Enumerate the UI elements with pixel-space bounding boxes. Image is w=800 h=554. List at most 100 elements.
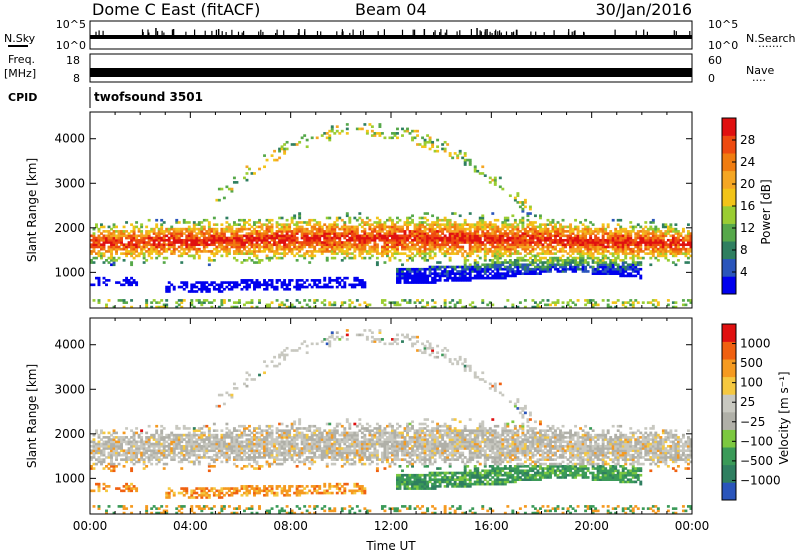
power-cell bbox=[516, 238, 520, 242]
power-cell bbox=[531, 261, 535, 264]
power-cell bbox=[591, 230, 595, 233]
power-cell bbox=[408, 301, 412, 304]
power-cell bbox=[503, 267, 507, 271]
power-cell bbox=[541, 265, 545, 269]
velocity-cell bbox=[155, 462, 159, 466]
power-cell bbox=[185, 236, 189, 240]
power-cell bbox=[561, 234, 565, 238]
nsky-spike bbox=[204, 30, 206, 35]
power-cell bbox=[406, 227, 409, 231]
power-cell bbox=[579, 221, 583, 224]
power-cell bbox=[328, 129, 332, 133]
power-cell bbox=[468, 254, 472, 258]
power-cell bbox=[503, 241, 507, 244]
power-cell bbox=[546, 267, 550, 271]
power-cell bbox=[227, 299, 231, 302]
nsky-label: N.Sky bbox=[4, 32, 36, 45]
power-cell bbox=[468, 270, 472, 273]
power-cell bbox=[498, 274, 502, 278]
power-cell bbox=[561, 238, 565, 242]
power-cell bbox=[401, 270, 404, 273]
power-cell bbox=[358, 281, 362, 284]
power-cell bbox=[496, 225, 500, 229]
power-cell bbox=[263, 283, 266, 287]
power-cell bbox=[428, 270, 432, 273]
power-cell bbox=[614, 243, 618, 247]
power-cell bbox=[325, 247, 329, 251]
power-cell bbox=[496, 241, 500, 244]
power-cell bbox=[235, 285, 239, 289]
power-cell bbox=[636, 250, 640, 253]
power-cell bbox=[298, 301, 302, 304]
power-cell bbox=[674, 250, 678, 253]
power-cell bbox=[463, 276, 467, 280]
power-cell bbox=[599, 270, 603, 273]
power-cell bbox=[538, 223, 542, 226]
velocity-cell bbox=[112, 444, 116, 448]
power-cell bbox=[107, 247, 111, 251]
power-cell bbox=[656, 247, 660, 251]
power-cell bbox=[388, 218, 392, 222]
power-cell bbox=[248, 250, 251, 253]
power-cell bbox=[478, 234, 482, 238]
power-cell bbox=[175, 241, 179, 244]
power-cell bbox=[513, 198, 517, 202]
velocity-cell bbox=[100, 438, 103, 441]
power-cell bbox=[491, 236, 495, 240]
power-cell bbox=[177, 250, 181, 253]
power-cell bbox=[217, 236, 221, 240]
velocity-cell bbox=[102, 487, 106, 490]
power-cell bbox=[157, 241, 161, 244]
velocity-cell bbox=[107, 438, 111, 441]
power-cell bbox=[145, 245, 149, 249]
power-cell bbox=[340, 285, 344, 289]
velocity-cell bbox=[152, 456, 156, 459]
power-cell bbox=[330, 223, 334, 226]
power-cell bbox=[654, 245, 658, 249]
power-cell bbox=[120, 234, 124, 238]
velocity-cell bbox=[155, 456, 159, 459]
power-cell bbox=[328, 281, 332, 284]
power-cell bbox=[396, 276, 399, 280]
power-cell bbox=[656, 234, 660, 238]
power-cell bbox=[170, 241, 174, 244]
power-cell bbox=[380, 247, 384, 251]
power-cell bbox=[253, 283, 256, 287]
power-cell bbox=[406, 270, 409, 273]
power-cell bbox=[288, 241, 292, 244]
power-cell bbox=[496, 270, 500, 273]
power-cell bbox=[511, 223, 515, 226]
power-cell bbox=[496, 274, 500, 278]
power-cell bbox=[546, 303, 550, 307]
power-cell bbox=[202, 245, 206, 249]
power-cell bbox=[443, 252, 447, 255]
power-cell bbox=[288, 227, 292, 231]
velocity-cell bbox=[165, 440, 169, 444]
power-cell bbox=[468, 272, 472, 275]
velocity-cell bbox=[112, 436, 116, 439]
power-cell bbox=[348, 303, 352, 307]
power-cell bbox=[433, 247, 437, 251]
power-cell bbox=[360, 230, 364, 233]
velocity-cell bbox=[162, 438, 166, 441]
power-cell bbox=[576, 236, 580, 240]
power-cell bbox=[187, 243, 191, 247]
power-cell bbox=[463, 274, 467, 278]
velocity-cell bbox=[142, 449, 146, 453]
power-cell bbox=[278, 238, 282, 242]
power-cell bbox=[473, 230, 477, 233]
power-cell bbox=[406, 245, 409, 249]
power-cell bbox=[636, 247, 640, 251]
power-cell bbox=[528, 243, 532, 247]
power-cell bbox=[275, 243, 279, 247]
power-cell bbox=[368, 247, 372, 251]
power-cell bbox=[586, 250, 590, 253]
power-cell bbox=[443, 279, 447, 282]
power-cell bbox=[473, 261, 477, 264]
power-cell bbox=[681, 252, 685, 255]
velocity-cell bbox=[185, 427, 189, 430]
power-cell bbox=[666, 238, 670, 242]
power-cell bbox=[513, 234, 517, 238]
power-cell bbox=[313, 227, 317, 231]
power-cell bbox=[438, 218, 442, 222]
